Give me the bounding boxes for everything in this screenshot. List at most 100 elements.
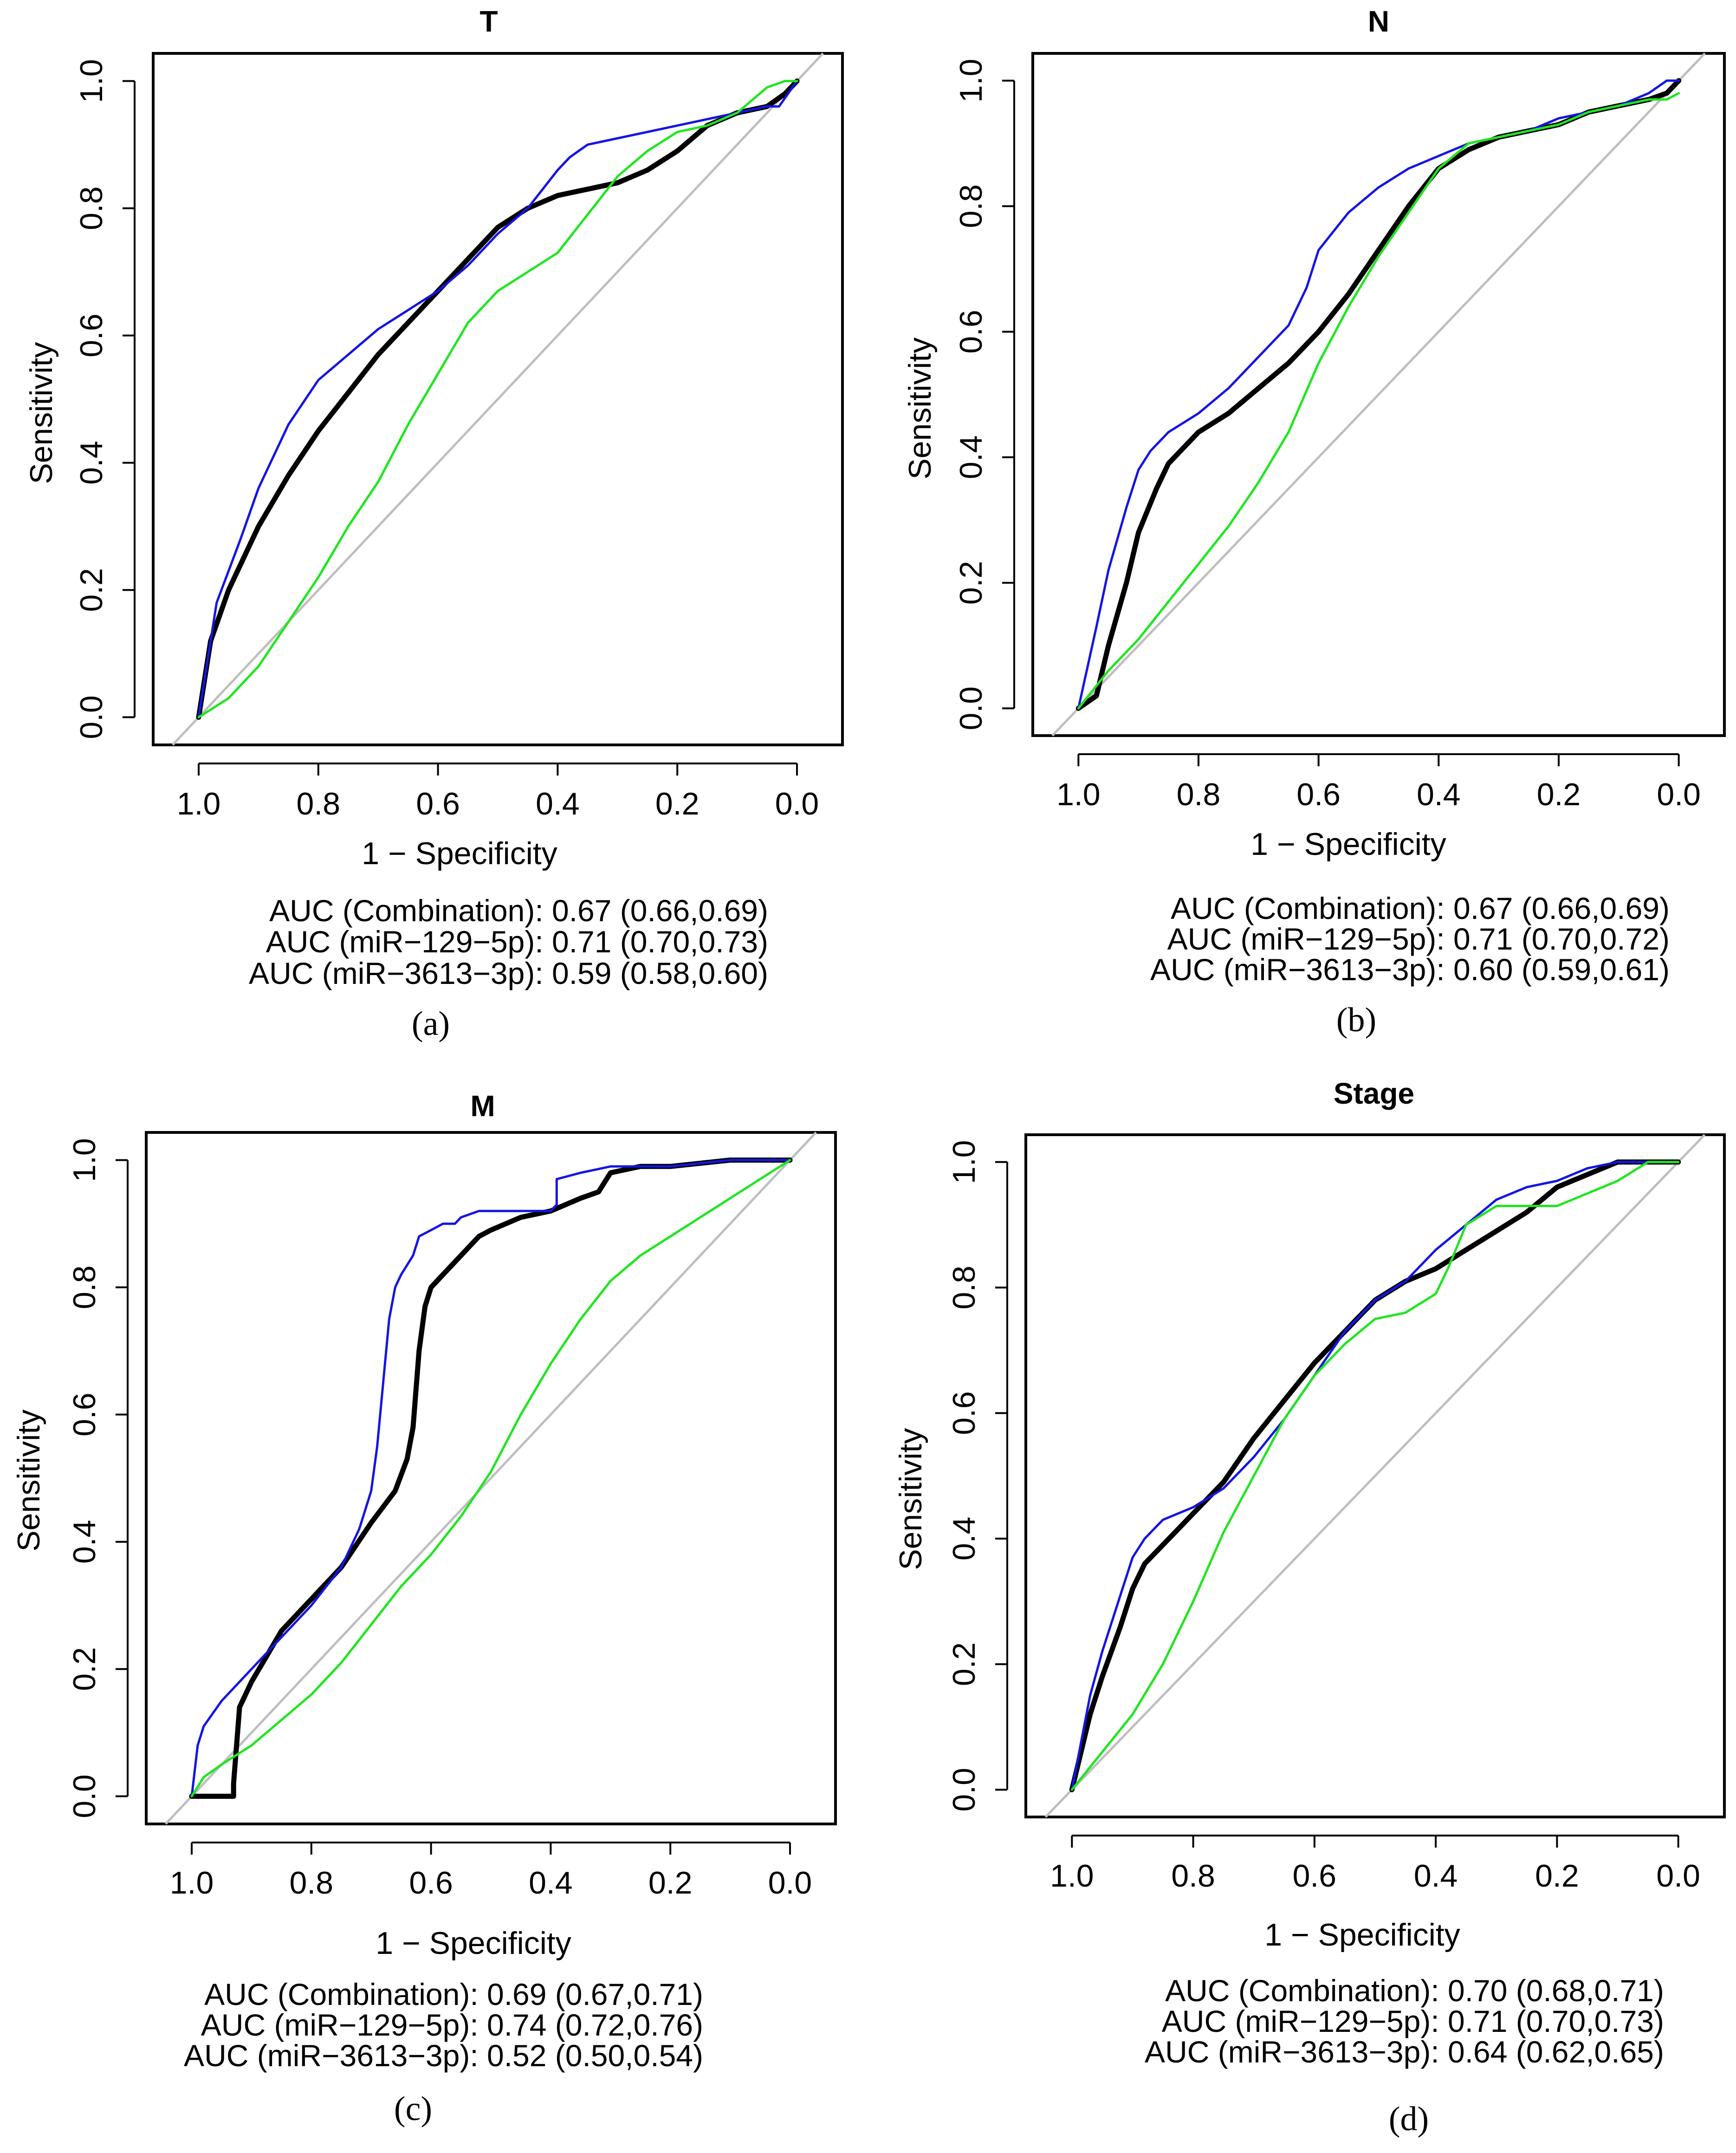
x-tick-label: 1.0 bbox=[177, 786, 221, 821]
x-tick-label: 0.4 bbox=[1414, 1858, 1458, 1894]
panel-title: Stage bbox=[1334, 1077, 1414, 1110]
auc-mir-3613-3p: AUC (miR−3613−3p): 0.59 (0.58,0.60) bbox=[249, 956, 768, 990]
y-tick-label: 0.6 bbox=[953, 310, 989, 354]
x-tick-label: 0.0 bbox=[768, 1865, 812, 1901]
x-tick-label: 0.6 bbox=[416, 786, 460, 821]
y-axis-label: Sensitivity bbox=[893, 1428, 928, 1570]
y-tick-label: 0.2 bbox=[67, 1647, 102, 1691]
auc-mir-129-5p: AUC (miR−129−5p): 0.71 (0.70,0.72) bbox=[1167, 922, 1670, 956]
panel-title: M bbox=[470, 1089, 495, 1123]
x-tick-label: 1.0 bbox=[1050, 1858, 1094, 1894]
x-tick-label: 0.0 bbox=[1656, 1858, 1700, 1894]
y-tick-label: 0.8 bbox=[946, 1266, 982, 1310]
x-tick-label: 0.8 bbox=[1177, 777, 1221, 812]
auc-mir-129-5p: AUC (miR−129−5p): 0.71 (0.70,0.73) bbox=[1162, 2004, 1664, 2038]
roc-curve-combination bbox=[189, 1157, 793, 1799]
panel-d: Stage 1.0 0.8 0.6 0.4 0.2 0.00.00.20.40.60.81… bbox=[893, 1077, 1726, 2138]
auc-mir-3613-3p: AUC (miR−3613−3p): 0.52 (0.50,0.54) bbox=[184, 2038, 703, 2073]
panel-caption: (a) bbox=[412, 1005, 450, 1043]
auc-combination: AUC (Combination): 0.67 (0.66,0.69) bbox=[1171, 891, 1670, 925]
auc-mir-129-5p: AUC (miR−129−5p): 0.71 (0.70,0.73) bbox=[266, 925, 768, 959]
x-tick-label: 0.0 bbox=[1657, 777, 1701, 812]
x-tick-label: 0.0 bbox=[775, 786, 819, 821]
auc-mir-129-5p: AUC (miR−129−5p): 0.74 (0.72,0.76) bbox=[201, 2008, 703, 2042]
y-tick-label: 0.4 bbox=[67, 1520, 102, 1564]
plot-area: 1.0 0.8 0.6 0.4 0.2 0.0 0.0 0.2 0.4 0.6 0.8 1.0 bbox=[953, 52, 1706, 812]
roc-curve-combination bbox=[1069, 1159, 1681, 1792]
x-axis-label: 1 − Specificity bbox=[1250, 827, 1446, 862]
y-tick-label: 0.4 bbox=[946, 1517, 982, 1561]
roc-curve-mir-129-5p bbox=[190, 1159, 791, 1797]
x-tick-label: 1.0 bbox=[170, 1865, 214, 1901]
x-tick-label: 0.2 bbox=[648, 1865, 693, 1901]
x-tick-label: 1.0 bbox=[1056, 777, 1101, 812]
x-axis-label: 1 − Specificity bbox=[1264, 1917, 1460, 1953]
y-tick-label: 0.4 bbox=[74, 441, 109, 485]
auc-mir-3613-3p: AUC (miR−3613−3p): 0.64 (0.62,0.65) bbox=[1145, 2035, 1664, 2069]
y-tick-label: 0.6 bbox=[946, 1391, 982, 1435]
x-tick-label: 0.8 bbox=[290, 1865, 334, 1901]
y-tick-label: 0.0 bbox=[67, 1774, 102, 1818]
y-tick-label: 1.0 bbox=[953, 59, 989, 103]
x-axis-label: 1 − Specificity bbox=[376, 1926, 571, 1961]
x-tick-label: 0.6 bbox=[1296, 777, 1341, 812]
x-tick-label: 0.4 bbox=[1417, 777, 1461, 812]
plot-frame bbox=[1024, 1133, 1726, 1818]
diagonal-reference-line bbox=[1044, 1134, 1706, 1818]
x-tick-label: 0.4 bbox=[536, 786, 580, 821]
y-tick-label: 0.6 bbox=[67, 1393, 102, 1437]
panel-caption: (b) bbox=[1336, 1001, 1376, 1039]
panel-title: T bbox=[479, 5, 498, 38]
x-tick-label: 0.2 bbox=[1537, 777, 1581, 812]
y-axis-label: Sensitivity bbox=[11, 1409, 46, 1552]
auc-combination: AUC (Combination): 0.70 (0.68,0.71) bbox=[1165, 1973, 1664, 2008]
x-tick-label: 0.6 bbox=[1293, 1858, 1337, 1894]
roc-curve-mir-129-5p bbox=[1070, 1161, 1680, 1791]
diagonal-reference-line bbox=[172, 52, 824, 746]
roc-curve-mir-3613-3p bbox=[1077, 92, 1680, 710]
roc-curve-mir-3613-3p bbox=[197, 80, 798, 718]
y-tick-label: 0.0 bbox=[953, 686, 989, 731]
panel-b: N 1.0 0.8 0.6 0.4 0.2 0.0 0.0 0.2 0.4 0.6 0.8 1.0 1… bbox=[902, 5, 1726, 1039]
x-tick-label: 0.6 bbox=[409, 1865, 453, 1901]
y-tick-label: 0.8 bbox=[74, 186, 109, 230]
y-axis-label: Sensitivity bbox=[902, 337, 938, 479]
y-tick-label: 0.0 bbox=[74, 695, 109, 739]
x-tick-label: 0.8 bbox=[1171, 1858, 1215, 1894]
y-tick-label: 0.2 bbox=[953, 561, 989, 605]
plot-frame bbox=[1031, 52, 1726, 737]
x-tick-label: 0.8 bbox=[297, 786, 341, 821]
y-tick-label: 0.2 bbox=[74, 568, 109, 612]
auc-combination: AUC (Combination): 0.67 (0.66,0.69) bbox=[269, 893, 768, 928]
plot-frame bbox=[145, 1131, 837, 1825]
y-tick-label: 1.0 bbox=[946, 1140, 982, 1184]
x-axis-label: 1 − Specificity bbox=[362, 836, 557, 871]
y-tick-label: 0.6 bbox=[74, 314, 109, 358]
y-tick-label: 0.0 bbox=[946, 1768, 982, 1812]
plot-area: 1.0 0.8 0.6 0.4 0.2 0.0 0.0 0.2 0.4 0.6 0.8 1.0 bbox=[67, 1131, 817, 1901]
diagonal-reference-line bbox=[1051, 52, 1706, 737]
y-tick-label: 0.2 bbox=[946, 1642, 982, 1686]
plot-area: 1.0 0.8 0.6 0.4 0.2 0.0 0.0 0.2 0.4 0.6 0.8 1.0 bbox=[946, 1134, 1706, 1894]
diagonal-reference-line bbox=[165, 1131, 817, 1825]
panel-title: N bbox=[1368, 5, 1389, 38]
panel-a: T 1.0 0.8 0.6 0.4 0.2 0.0 0.0 0.2 0.4 0.6 0.8 1.0 1… bbox=[24, 5, 844, 1043]
plot-frame bbox=[152, 52, 844, 746]
y-tick-label: 0.4 bbox=[953, 435, 989, 479]
x-tick-label: 0.4 bbox=[529, 1865, 573, 1901]
roc-curve-mir-3613-3p bbox=[1070, 1161, 1680, 1791]
y-tick-label: 0.8 bbox=[953, 184, 989, 228]
roc-curve-mir-129-5p bbox=[197, 80, 798, 718]
x-tick-label: 0.2 bbox=[655, 786, 700, 821]
panel-c: M 1.0 0.8 0.6 0.4 0.2 0.0 0.0 0.2 0.4 0.6 0.8 1.0 1… bbox=[11, 1089, 837, 2128]
roc-curve-mir-3613-3p bbox=[190, 1159, 791, 1797]
auc-mir-3613-3p: AUC (miR−3613−3p): 0.60 (0.59,0.61) bbox=[1150, 952, 1670, 987]
y-tick-label: 1.0 bbox=[67, 1138, 102, 1182]
y-axis-label: Sensitivity bbox=[24, 342, 59, 484]
y-tick-label: 0.8 bbox=[67, 1265, 102, 1309]
panel-caption: (c) bbox=[394, 2090, 432, 2128]
panel-caption: (d) bbox=[1389, 2100, 1429, 2138]
plot-area: 1.0 0.8 0.6 0.4 0.2 0.0 0.0 0.2 0.4 0.6 0.8 1.0 bbox=[74, 52, 824, 821]
y-tick-label: 1.0 bbox=[74, 59, 109, 103]
